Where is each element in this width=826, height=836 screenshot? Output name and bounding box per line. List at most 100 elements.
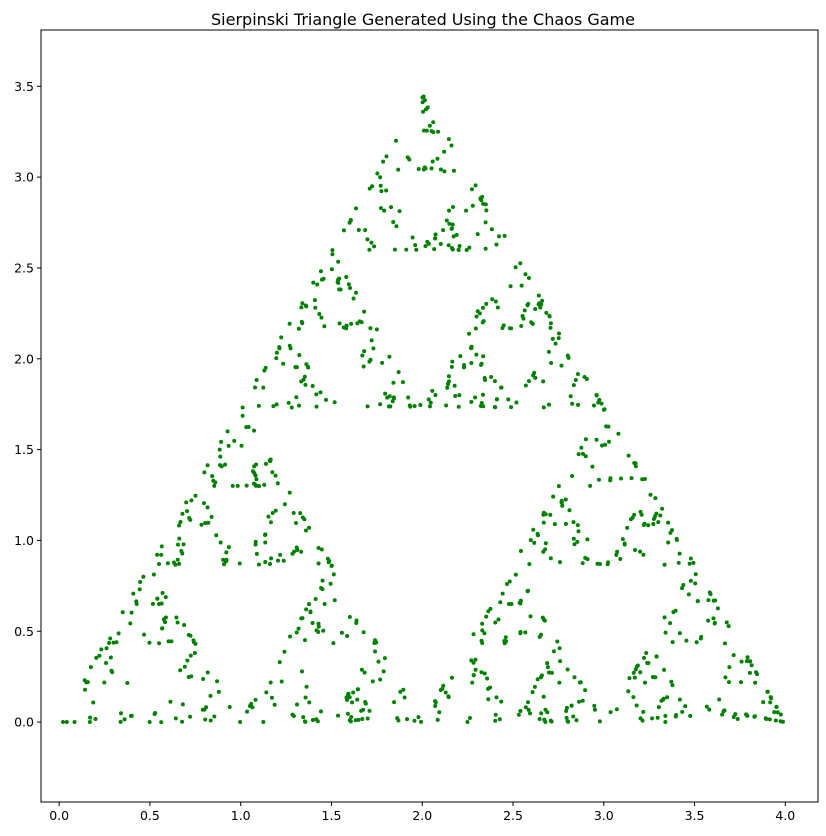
scatter-point <box>299 305 304 310</box>
scatter-point <box>160 591 165 595</box>
scatter-point <box>550 336 555 341</box>
scatter-point <box>614 552 619 557</box>
scatter-point <box>263 559 268 564</box>
scatter-point <box>165 561 170 566</box>
scatter-point <box>433 236 438 241</box>
scatter-point <box>564 705 569 710</box>
scatter-point <box>330 248 335 253</box>
scatter-point <box>367 359 372 364</box>
scatter-point <box>530 690 535 695</box>
scatter-point <box>509 405 514 410</box>
scatter-point <box>304 684 309 689</box>
scatter-point <box>369 338 374 343</box>
scatter-point <box>427 404 432 409</box>
scatter-point <box>297 353 302 358</box>
scatter-point <box>519 283 524 288</box>
scatter-point <box>263 532 268 537</box>
scatter-point <box>218 540 223 545</box>
scatter-point <box>688 556 693 561</box>
scatter-point <box>625 525 630 530</box>
scatter-point <box>313 305 318 310</box>
scatter-point <box>545 665 550 670</box>
scatter-point <box>312 298 317 303</box>
scatter-point <box>328 581 333 586</box>
scatter-point <box>344 326 349 331</box>
scatter-point <box>518 549 523 554</box>
scatter-point <box>473 657 478 662</box>
scatter-point <box>240 405 245 410</box>
scatter-point <box>683 704 688 709</box>
scatter-point <box>387 354 392 359</box>
scatter-point <box>497 717 502 722</box>
scatter-point <box>638 716 643 721</box>
scatter-point <box>203 520 208 525</box>
scatter-point <box>345 697 350 702</box>
scatter-point <box>575 371 580 376</box>
scatter-point <box>660 506 665 511</box>
scatter-point <box>663 713 668 718</box>
scatter-point <box>203 717 208 722</box>
scatter-point <box>219 439 224 444</box>
scatter-point <box>360 353 365 358</box>
scatter-point <box>656 705 661 710</box>
scatter-point <box>722 708 727 713</box>
scatter-point <box>428 400 433 405</box>
scatter-point <box>296 626 301 631</box>
scatter-point <box>676 560 681 565</box>
scatter-point <box>571 383 576 388</box>
scatter-point <box>336 277 341 282</box>
scatter-point <box>726 624 731 629</box>
scatter-point <box>688 578 693 583</box>
scatter-point <box>421 167 426 172</box>
scatter-point <box>620 537 625 542</box>
y-tick-label: 2.5 <box>14 260 34 275</box>
scatter-point <box>273 473 278 478</box>
scatter-point <box>410 235 415 240</box>
scatter-point <box>533 307 538 312</box>
scatter-point <box>181 542 186 547</box>
scatter-point <box>88 715 93 720</box>
scatter-point <box>449 143 454 148</box>
scatter-point <box>263 540 268 545</box>
scatter-point <box>208 718 213 723</box>
scatter-point <box>632 675 637 680</box>
scatter-point <box>384 154 389 159</box>
scatter-point <box>371 346 376 351</box>
scatter-point <box>668 621 673 626</box>
scatter-point <box>217 447 222 452</box>
scatter-point <box>313 597 318 602</box>
scatter-point <box>367 186 372 191</box>
scatter-point <box>486 697 491 702</box>
scatter-point <box>662 667 667 672</box>
scatter-point <box>687 561 692 566</box>
scatter-point <box>441 228 446 233</box>
scatter-point <box>348 218 353 223</box>
scatter-point <box>320 578 325 583</box>
scatter-point <box>85 680 90 685</box>
scatter-point <box>560 503 565 508</box>
scatter-point <box>303 303 308 308</box>
scatter-point <box>549 361 554 366</box>
scatter-point <box>363 701 368 706</box>
scatter-point <box>418 403 423 407</box>
scatter-point <box>239 443 244 448</box>
scatter-point <box>723 675 728 680</box>
scatter-point <box>576 529 581 534</box>
scatter-point <box>551 649 556 654</box>
scatter-point <box>213 480 218 485</box>
scatter-point <box>546 670 551 675</box>
scatter-point <box>270 510 275 515</box>
scatter-point <box>253 542 258 547</box>
scatter-point <box>345 634 350 639</box>
scatter-point <box>452 383 457 388</box>
scatter-point <box>631 670 636 675</box>
scatter-point <box>437 710 442 715</box>
scatter-point <box>480 621 485 626</box>
scatter-point <box>102 680 107 685</box>
scatter-point <box>765 689 770 694</box>
scatter-point <box>592 703 597 708</box>
scatter-point <box>346 282 351 287</box>
scatter-point <box>174 615 179 620</box>
scatter-point <box>467 245 472 250</box>
scatter-point <box>223 462 228 467</box>
